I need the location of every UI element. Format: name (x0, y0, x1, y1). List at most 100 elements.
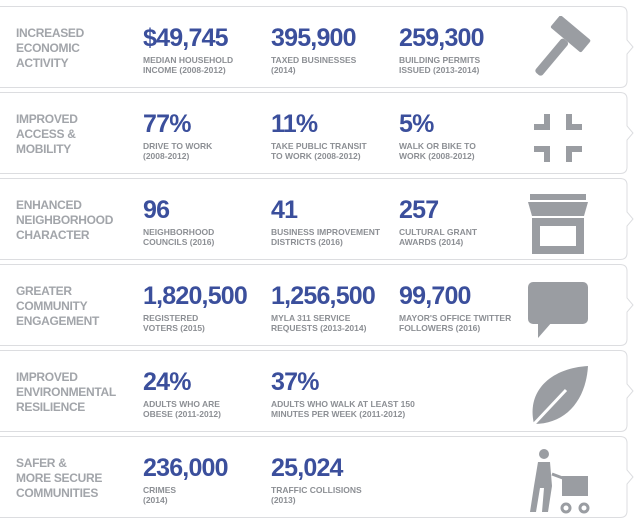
row-frame (0, 92, 634, 174)
stat-value: $49,745 (143, 24, 229, 52)
stat: 395,900 TAXED BUSINESSES (2014) (271, 24, 399, 75)
stat: 99,700 MAYOR'S OFFICE TWITTER FOLLOWERS (2… (399, 282, 527, 333)
section-row: GREATER COMMUNITY ENGAGEMENT 1,820,500 REGIS… (0, 264, 638, 346)
stat: $49,745 MEDIAN HOUSEHOLD INCOME (2008-2012… (143, 24, 271, 75)
section-row: IMPROVED ACCESS & MOBILITY 77% DRIVE TO WORK… (0, 92, 638, 174)
stat-label-line: MYLA 311 SERVICE (271, 313, 351, 323)
category-line: IMPROVED (16, 112, 78, 126)
row-icon (528, 108, 588, 168)
stat-label-line: (2013) (271, 495, 296, 505)
stat-value: 5% (399, 110, 434, 138)
stat-value: 395,900 (271, 24, 357, 52)
stat-label: CULTURAL GRANT AWARDS (2014) (399, 227, 527, 247)
category-line: COMMUNITIES (16, 486, 99, 500)
stat: 41 BUSINESS IMPROVEMENT DISTRICTS (2016) (271, 196, 399, 247)
category-line: CHARACTER (16, 228, 90, 242)
row-frame (0, 6, 634, 88)
stat-label-line: OBESE (2011-2012) (143, 409, 221, 419)
stat-label-line: MEDIAN HOUSEHOLD (143, 55, 234, 65)
stat-label-line: DISTRICTS (2016) (271, 237, 343, 247)
stat-label: ADULTS WHO ARE OBESE (2011-2012) (143, 399, 271, 419)
stat: 1,820,500 REGISTERED VOTERS (2015) (143, 282, 271, 333)
stat-value: 11% (271, 110, 318, 138)
stat-label: TAKE PUBLIC TRANSIT TO WORK (2008-2012) (271, 141, 399, 161)
stat-value: 37% (271, 368, 319, 396)
category-line: IMPROVED (16, 370, 78, 384)
stat-label-line: BUILDING PERMITS (399, 55, 481, 65)
category-line: GREATER (16, 284, 72, 298)
stat: 37% ADULTS WHO WALK AT LEAST 150 MINUTES P… (271, 368, 415, 419)
stat-value: 99,700 (399, 282, 471, 310)
stat-label: CRIMES (2014) (143, 485, 271, 505)
row-icon (532, 366, 588, 426)
stat-label: MEDIAN HOUSEHOLD INCOME (2008-2012) (143, 55, 271, 75)
stat: 236,000 CRIMES (2014) (143, 454, 271, 505)
stat-label-line: TAKE PUBLIC TRANSIT (271, 141, 367, 151)
stat-value: 24% (143, 368, 191, 396)
stat: 257 CULTURAL GRANT AWARDS (2014) (399, 196, 527, 247)
section-row: IMPROVED ENVIRONMENTAL RESILIENCE 24% ADULTS… (0, 350, 638, 432)
category-label: IMPROVED ACCESS & MOBILITY (16, 112, 126, 157)
category-line: ACTIVITY (16, 56, 69, 70)
stat: 259,300 BUILDING PERMITS ISSUED (2013-2014… (399, 24, 527, 75)
stat: 96 NEIGHBORHOOD COUNCILS (2016) (143, 196, 271, 247)
stat-label-line: TAXED BUSINESSES (271, 55, 357, 65)
stat-label-line: BUSINESS IMPROVEMENT (271, 227, 381, 237)
row-icon (528, 282, 588, 338)
stat-label: BUILDING PERMITS ISSUED (2013-2014) (399, 55, 527, 75)
row-frame (0, 350, 634, 432)
category-label: INCREASED ECONOMIC ACTIVITY (16, 26, 126, 71)
category-label: SAFER & MORE SECURE COMMUNITIES (16, 456, 126, 501)
stat-label-line: (2014) (271, 65, 296, 75)
stat-label-line: ISSUED (2013-2014) (399, 65, 480, 75)
stat-label: DRIVE TO WORK (2008-2012) (143, 141, 271, 161)
section-row: SAFER & MORE SECURE COMMUNITIES 236,000 CRIM… (0, 436, 638, 518)
stat: 1,256,500 MYLA 311 SERVICE REQUESTS (2013-… (271, 282, 399, 333)
stat-label-line: TRAFFIC COLLISIONS (271, 485, 362, 495)
stat-label-line: ADULTS WHO ARE (143, 399, 220, 409)
stat-label-line: WALK OR BIKE TO (399, 141, 476, 151)
category-line: INCREASED (16, 26, 84, 40)
stat-label-line: CULTURAL GRANT (399, 227, 478, 237)
stat-value: 41 (271, 196, 298, 224)
stat-value: 25,024 (271, 454, 343, 482)
category-line: COMMUNITY (16, 299, 88, 313)
category-label: GREATER COMMUNITY ENGAGEMENT (16, 284, 126, 329)
stat-label: MAYOR'S OFFICE TWITTER FOLLOWERS (2016) (399, 313, 527, 333)
category-label: IMPROVED ENVIRONMENTAL RESILIENCE (16, 370, 126, 415)
stat-label-line: MINUTES PER WEEK (2011-2012) (271, 409, 406, 419)
stat-label-line: COUNCILS (2016) (143, 237, 215, 247)
stat-value: 236,000 (143, 454, 229, 482)
row-icon (528, 194, 588, 254)
stat-label: ADULTS WHO WALK AT LEAST 150 MINUTES PER … (271, 399, 415, 419)
stat-label-line: CRIMES (143, 485, 177, 495)
stat-value: 77% (143, 110, 191, 138)
stat-value: 1,820,500 (143, 282, 248, 310)
category-line: MOBILITY (16, 142, 71, 156)
stat-value: 257 (399, 196, 439, 224)
stat-label: MYLA 311 SERVICE REQUESTS (2013-2014) (271, 313, 399, 333)
category-line: SAFER & (16, 456, 67, 470)
stat-value: 259,300 (399, 24, 485, 52)
row-frame (0, 264, 634, 346)
stat-label-line: AWARDS (2014) (399, 237, 464, 247)
stat-value: 1,256,500 (271, 282, 376, 310)
stat-label-line: NEIGHBORHOOD (143, 227, 215, 237)
category-line: ENHANCED (16, 198, 82, 212)
stat-label-line: FOLLOWERS (2016) (399, 323, 481, 333)
stat-label-line: REQUESTS (2013-2014) (271, 323, 367, 333)
stat: 25,024 TRAFFIC COLLISIONS (2013) (271, 454, 399, 505)
stat-label: WALK OR BIKE TO WORK (2008-2012) (399, 141, 527, 161)
stat-label-line: (2014) (143, 495, 168, 505)
stat-label-line: REGISTERED (143, 313, 199, 323)
stat-label: REGISTERED VOTERS (2015) (143, 313, 271, 333)
stat: 24% ADULTS WHO ARE OBESE (2011-2012) (143, 368, 271, 419)
stat: 77% DRIVE TO WORK (2008-2012) (143, 110, 271, 161)
stat-label: NEIGHBORHOOD COUNCILS (2016) (143, 227, 271, 247)
category-label: ENHANCED NEIGHBORHOOD CHARACTER (16, 198, 126, 243)
stat-label-line: WORK (2008-2012) (399, 151, 475, 161)
section-row: INCREASED ECONOMIC ACTIVITY $49,745 MEDIAN H… (0, 6, 638, 88)
stat: 5% WALK OR BIKE TO WORK (2008-2012) (399, 110, 527, 161)
stat-label-line: DRIVE TO WORK (143, 141, 213, 151)
